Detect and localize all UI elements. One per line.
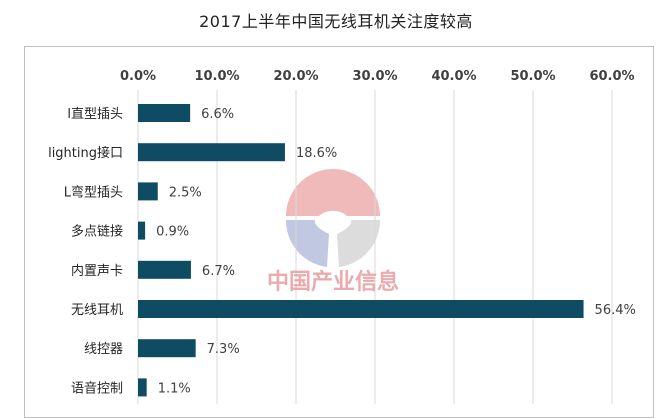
x-tick-label: 20.0%	[273, 69, 318, 84]
value-label: 18.6%	[296, 146, 337, 161]
bar	[138, 143, 285, 162]
category-label: 内置声卡	[71, 263, 123, 279]
value-labels: 6.6% 18.6% 2.5% 0.9% 6.7% 56.4% 7.3% 1.1%	[156, 107, 636, 396]
category-label: L弯型插头	[64, 184, 123, 200]
category-label: 无线耳机	[71, 303, 123, 318]
category-label: l直型插头	[67, 107, 123, 122]
watermark-arc-top	[286, 169, 380, 216]
bar	[138, 260, 191, 279]
bar	[138, 104, 191, 122]
bar	[138, 339, 196, 358]
watermark-logo	[285, 169, 381, 267]
x-tick-label: 50.0%	[510, 69, 555, 84]
watermark-text: 中国产业信息	[267, 269, 399, 295]
bar	[138, 182, 158, 201]
x-tick-label: 60.0%	[589, 69, 634, 84]
x-tick-label: 10.0%	[194, 69, 239, 84]
bars	[138, 104, 584, 397]
gridlines	[137, 90, 613, 404]
value-label: 1.1%	[158, 381, 191, 396]
x-tick-label: 40.0%	[431, 69, 476, 84]
category-label: 线控器	[84, 342, 123, 357]
value-label: 56.4%	[595, 303, 636, 318]
x-tick-label: 0.0%	[120, 69, 156, 84]
watermark-arc-left	[285, 220, 329, 267]
x-axis-tick-labels: 0.0% 10.0% 20.0% 30.0% 40.0% 50.0% 60.0%	[120, 69, 635, 84]
category-label: 多点链接	[71, 224, 123, 240]
value-label: 6.7%	[202, 264, 235, 279]
category-label: lighting接口	[48, 145, 123, 161]
value-label: 6.6%	[201, 107, 234, 122]
chart-title: 2017上半年中国无线耳机关注度较高	[199, 12, 473, 31]
category-label: 语音控制	[71, 380, 123, 396]
bar	[138, 300, 584, 318]
watermark-arc-right	[337, 220, 381, 267]
value-label: 7.3%	[207, 342, 240, 357]
x-tick-label: 30.0%	[352, 69, 397, 84]
value-label: 0.9%	[156, 225, 189, 240]
bar-chart: 0.0% 10.0% 20.0% 30.0% 40.0% 50.0% 60.0% l直型插头…	[48, 69, 636, 404]
value-label: 2.5%	[169, 185, 202, 200]
bar	[138, 378, 147, 397]
chart-frame	[24, 46, 654, 418]
bar	[138, 221, 146, 240]
